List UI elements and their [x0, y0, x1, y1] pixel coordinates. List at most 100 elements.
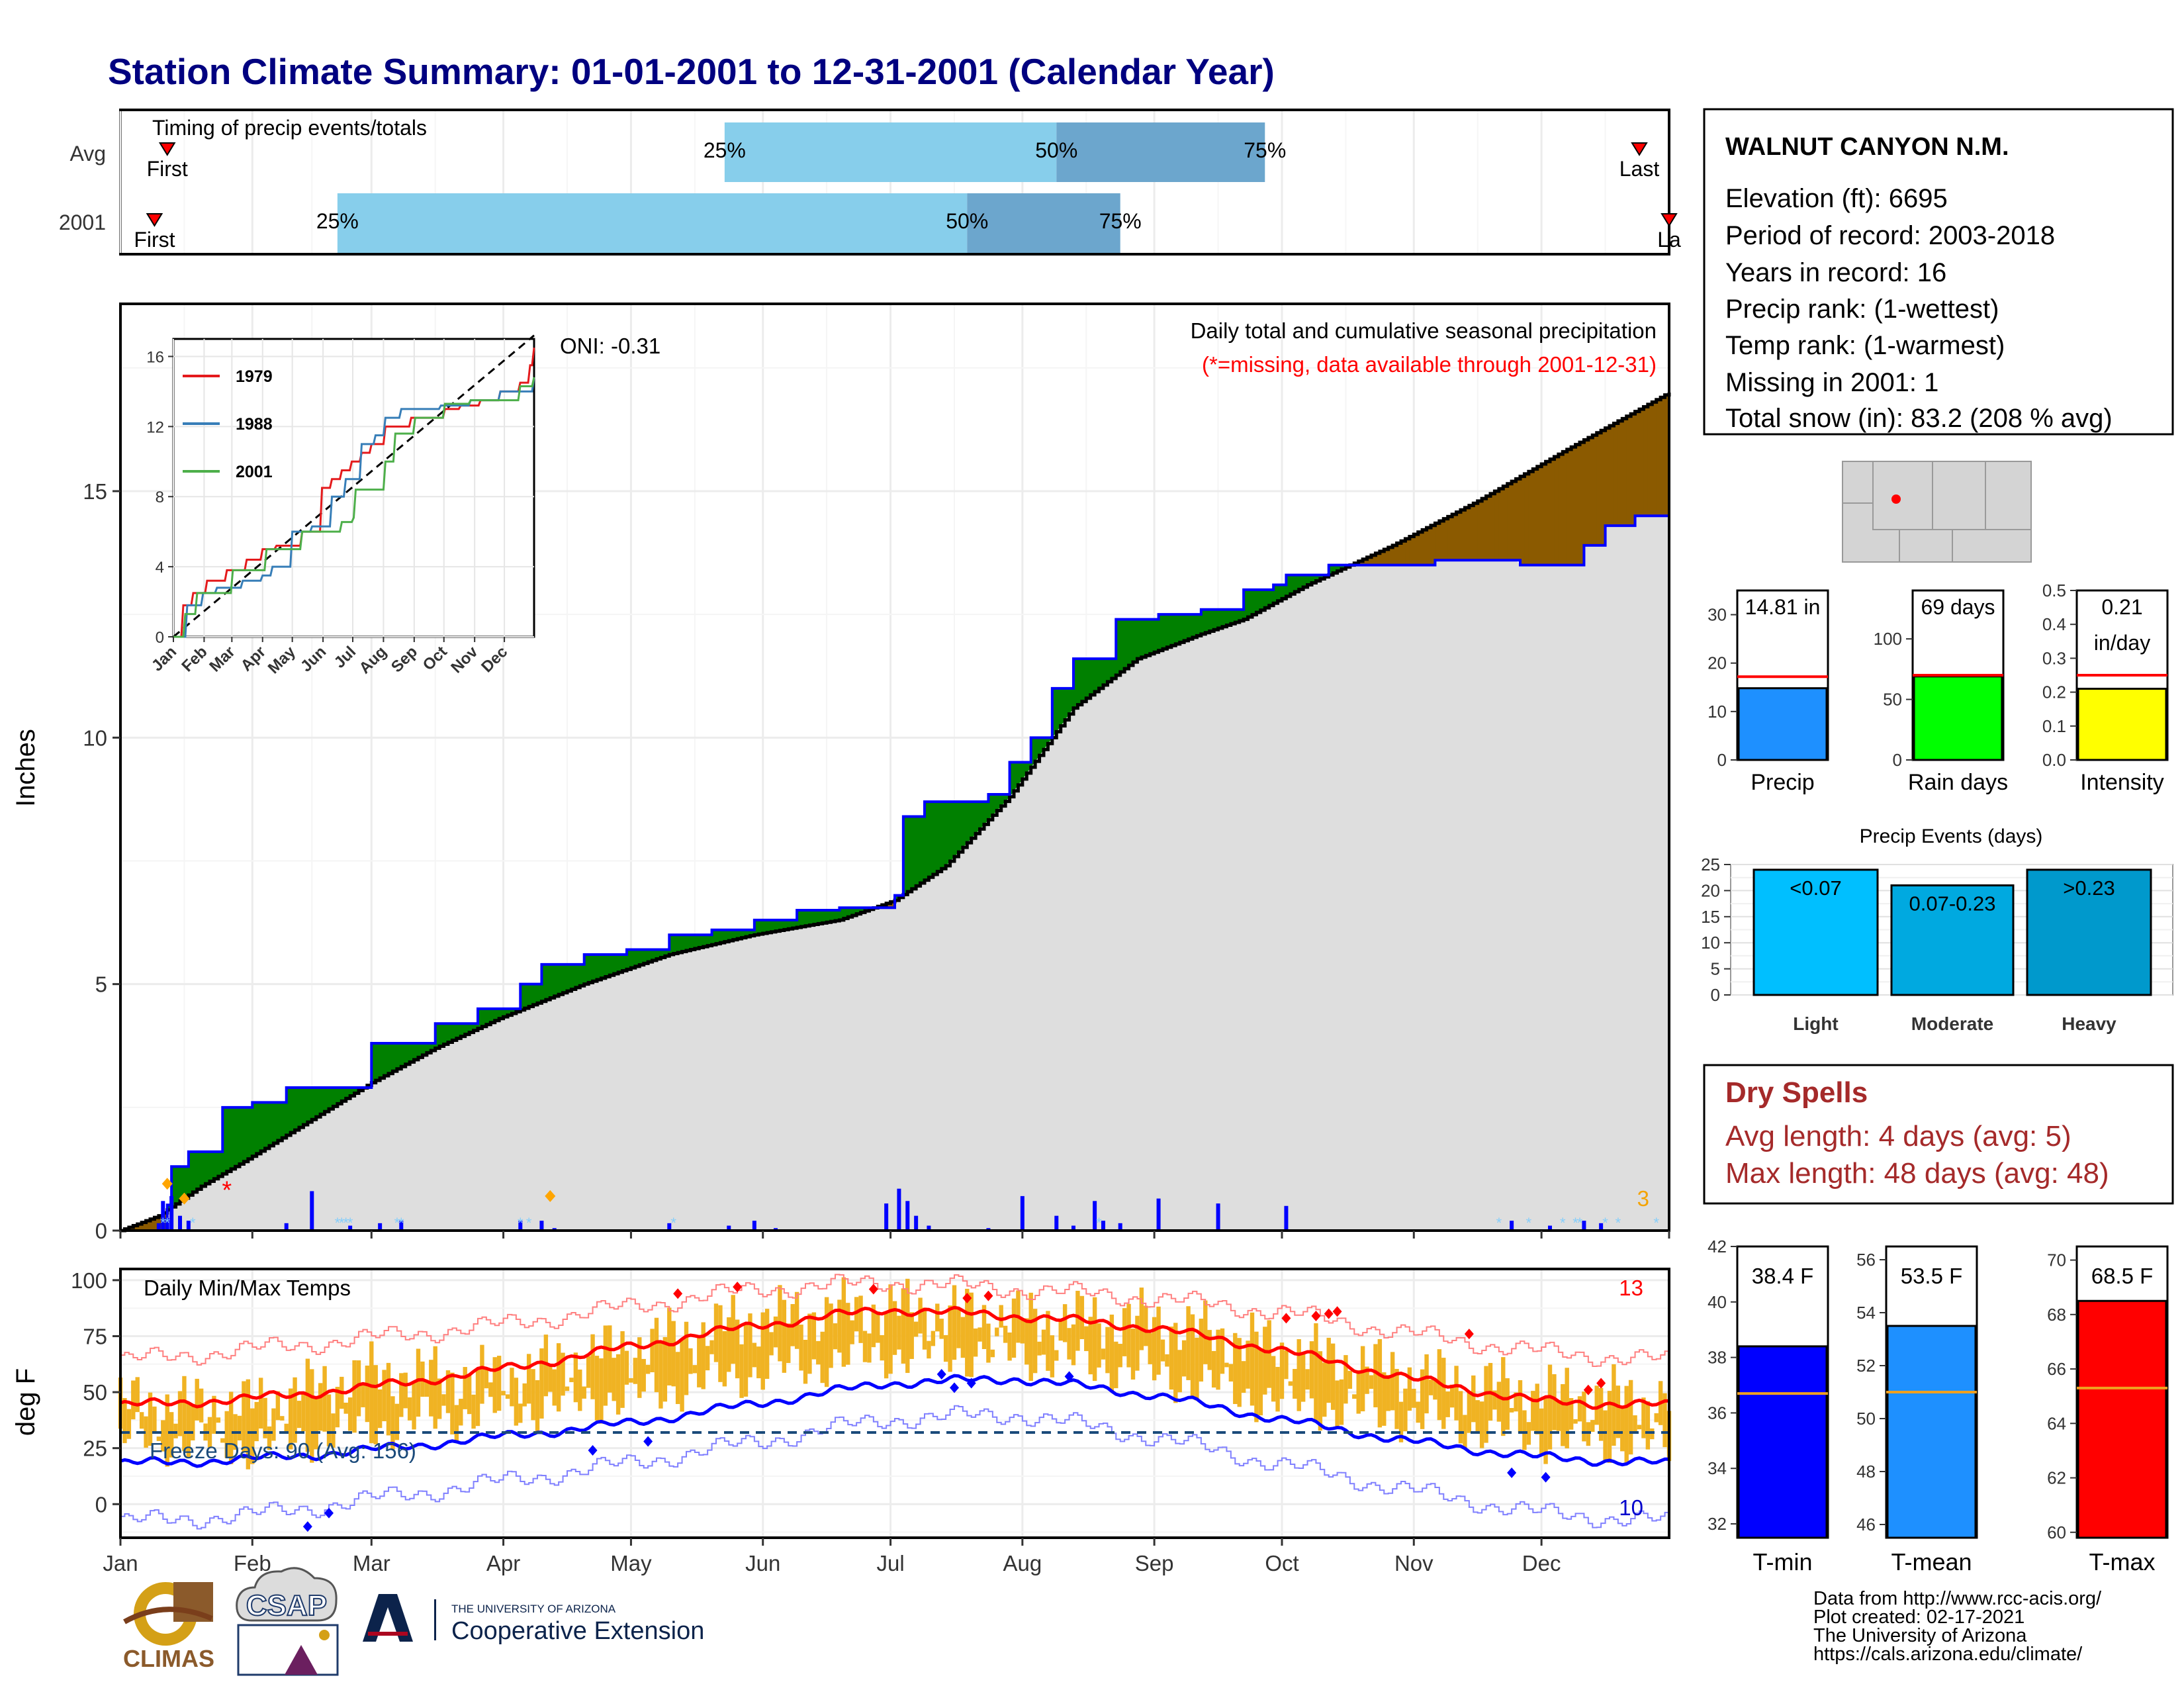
above-normal-area: [303, 1088, 308, 1125]
daily-temp-bar: [284, 1423, 289, 1434]
snow-marker: *: [1526, 1215, 1532, 1231]
daily-temp-bar: [212, 1395, 216, 1434]
ua-small-text: THE UNIVERSITY OF ARIZONA: [451, 1603, 616, 1615]
above-normal-area: [1290, 575, 1295, 594]
above-normal-area: [537, 984, 542, 1004]
daily-temp-bar: [1467, 1391, 1472, 1433]
daily-temp-bar: [888, 1284, 893, 1374]
daily-temp-bar: [1322, 1362, 1327, 1417]
month-label: Jul: [876, 1551, 904, 1575]
temp-bar-T-mean: [1886, 1325, 1977, 1539]
above-normal-area: [818, 910, 823, 924]
daily-temp-bar: [1160, 1339, 1165, 1362]
below-normal-area: [1601, 428, 1606, 545]
below-normal-area: [1405, 536, 1410, 565]
month-label: Jun: [745, 1551, 780, 1575]
daily-precip-bar: [1118, 1223, 1122, 1231]
daily-temp-bar: [811, 1312, 817, 1360]
annual-bar-value: 69 days: [1921, 595, 1995, 619]
snow-marker: *: [1560, 1215, 1566, 1231]
daily-temp-bar: [612, 1358, 616, 1401]
above-normal-area: [452, 1023, 457, 1041]
month-label: Sep: [1135, 1551, 1174, 1575]
above-normal-area: [1175, 614, 1181, 644]
avg-last-label: Last: [1619, 157, 1660, 181]
below-normal-area: [1414, 532, 1419, 565]
month-label: Mar: [353, 1551, 390, 1575]
above-normal-area: [610, 954, 615, 976]
above-normal-area: [618, 954, 623, 972]
temp-bar-tick-label: 46: [1856, 1515, 1876, 1534]
daily-temp-bar: [1352, 1394, 1357, 1399]
daily-temp-bar: [1662, 1393, 1667, 1448]
daily-temp-bar: [318, 1383, 323, 1431]
above-normal-area: [1128, 619, 1134, 666]
daily-temp-bar: [816, 1340, 821, 1365]
daily-temp-bar: [1224, 1362, 1229, 1368]
month-label: Feb: [234, 1551, 271, 1575]
daily-temp-bar: [475, 1369, 480, 1427]
daily-temp-bar: [275, 1391, 281, 1421]
events-bar-label: 0.07-0.23: [1909, 892, 1996, 915]
daily-temp-bar: [1246, 1340, 1250, 1389]
above-normal-area: [601, 954, 606, 978]
above-normal-area: [1295, 575, 1300, 592]
daily-temp-bar: [1645, 1401, 1651, 1450]
below-normal-area: [1520, 473, 1525, 565]
daily-temp-bar: [803, 1339, 808, 1384]
above-normal-area: [235, 1107, 240, 1167]
record-high-marker: [1324, 1308, 1334, 1319]
below-normal-area: [1563, 449, 1568, 565]
daily-temp-bar: [518, 1403, 523, 1423]
above-normal-area: [405, 1043, 410, 1064]
below-normal-area: [1571, 444, 1576, 565]
daily-temp-bar: [1624, 1385, 1629, 1464]
daily-temp-bar: [510, 1368, 514, 1407]
daily-temp-bar: [122, 1397, 127, 1444]
above-normal-area: [822, 910, 827, 923]
daily-temp-bar: [913, 1321, 919, 1337]
y-tick-label: 10: [83, 726, 107, 750]
annual-bar-value: 14.81 in: [1745, 595, 1821, 619]
daily-temp-bar: [1637, 1425, 1642, 1430]
daily-temp-bar: [224, 1411, 229, 1458]
daily-temp-bar: [948, 1305, 952, 1372]
temp-bar-value: 53.5 F: [1901, 1264, 1963, 1288]
record-low-marker: [588, 1445, 598, 1456]
above-normal-area: [456, 1023, 461, 1039]
record-high-marker: [1583, 1384, 1593, 1395]
daily-temp-bar: [1088, 1317, 1093, 1375]
daily-temp-bar: [850, 1320, 854, 1344]
daily-temp-bar: [1228, 1364, 1234, 1382]
daily-temp-bar: [1181, 1340, 1187, 1377]
daily-temp-bar: [1250, 1312, 1255, 1406]
station-line: Elevation (ft): 6695: [1725, 184, 1948, 213]
above-normal-area: [324, 1088, 330, 1112]
precip-caption: Daily total and cumulative seasonal prec…: [1191, 318, 1657, 343]
below-normal-area: [1533, 466, 1538, 565]
above-normal-area: [780, 919, 785, 931]
daily-temp-bar: [369, 1341, 374, 1444]
above-normal-area: [214, 1151, 219, 1179]
below-normal-area: [1507, 481, 1512, 561]
record-precip-marker: [161, 1178, 173, 1190]
above-normal-area: [1044, 737, 1048, 750]
daily-temp-bar: [1130, 1328, 1136, 1380]
daily-temp-bar: [271, 1408, 276, 1441]
daily-temp-bar: [1398, 1401, 1404, 1442]
below-normal-area: [1656, 397, 1661, 516]
daily-temp-bar: [1561, 1383, 1565, 1446]
daily-temp-bar: [824, 1297, 829, 1387]
above-normal-area: [1133, 619, 1138, 663]
daily-temp-bar: [1433, 1379, 1437, 1400]
daily-temp-bar: [242, 1381, 246, 1453]
annual-bar-tick-label: 0.3: [2042, 648, 2066, 668]
above-normal-area: [937, 802, 942, 872]
daily-temp-bar: [1007, 1332, 1012, 1361]
snow-marker: *: [1572, 1215, 1578, 1231]
daily-temp-bar: [1300, 1352, 1306, 1402]
annual-bar-tick-label: 0.1: [2042, 716, 2066, 736]
inset-y-tick-label: 8: [156, 489, 164, 506]
daily-temp-bar: [1620, 1407, 1625, 1452]
credits: Data from http://www.rcc-acis.org/ Plot …: [1813, 1588, 2102, 1665]
